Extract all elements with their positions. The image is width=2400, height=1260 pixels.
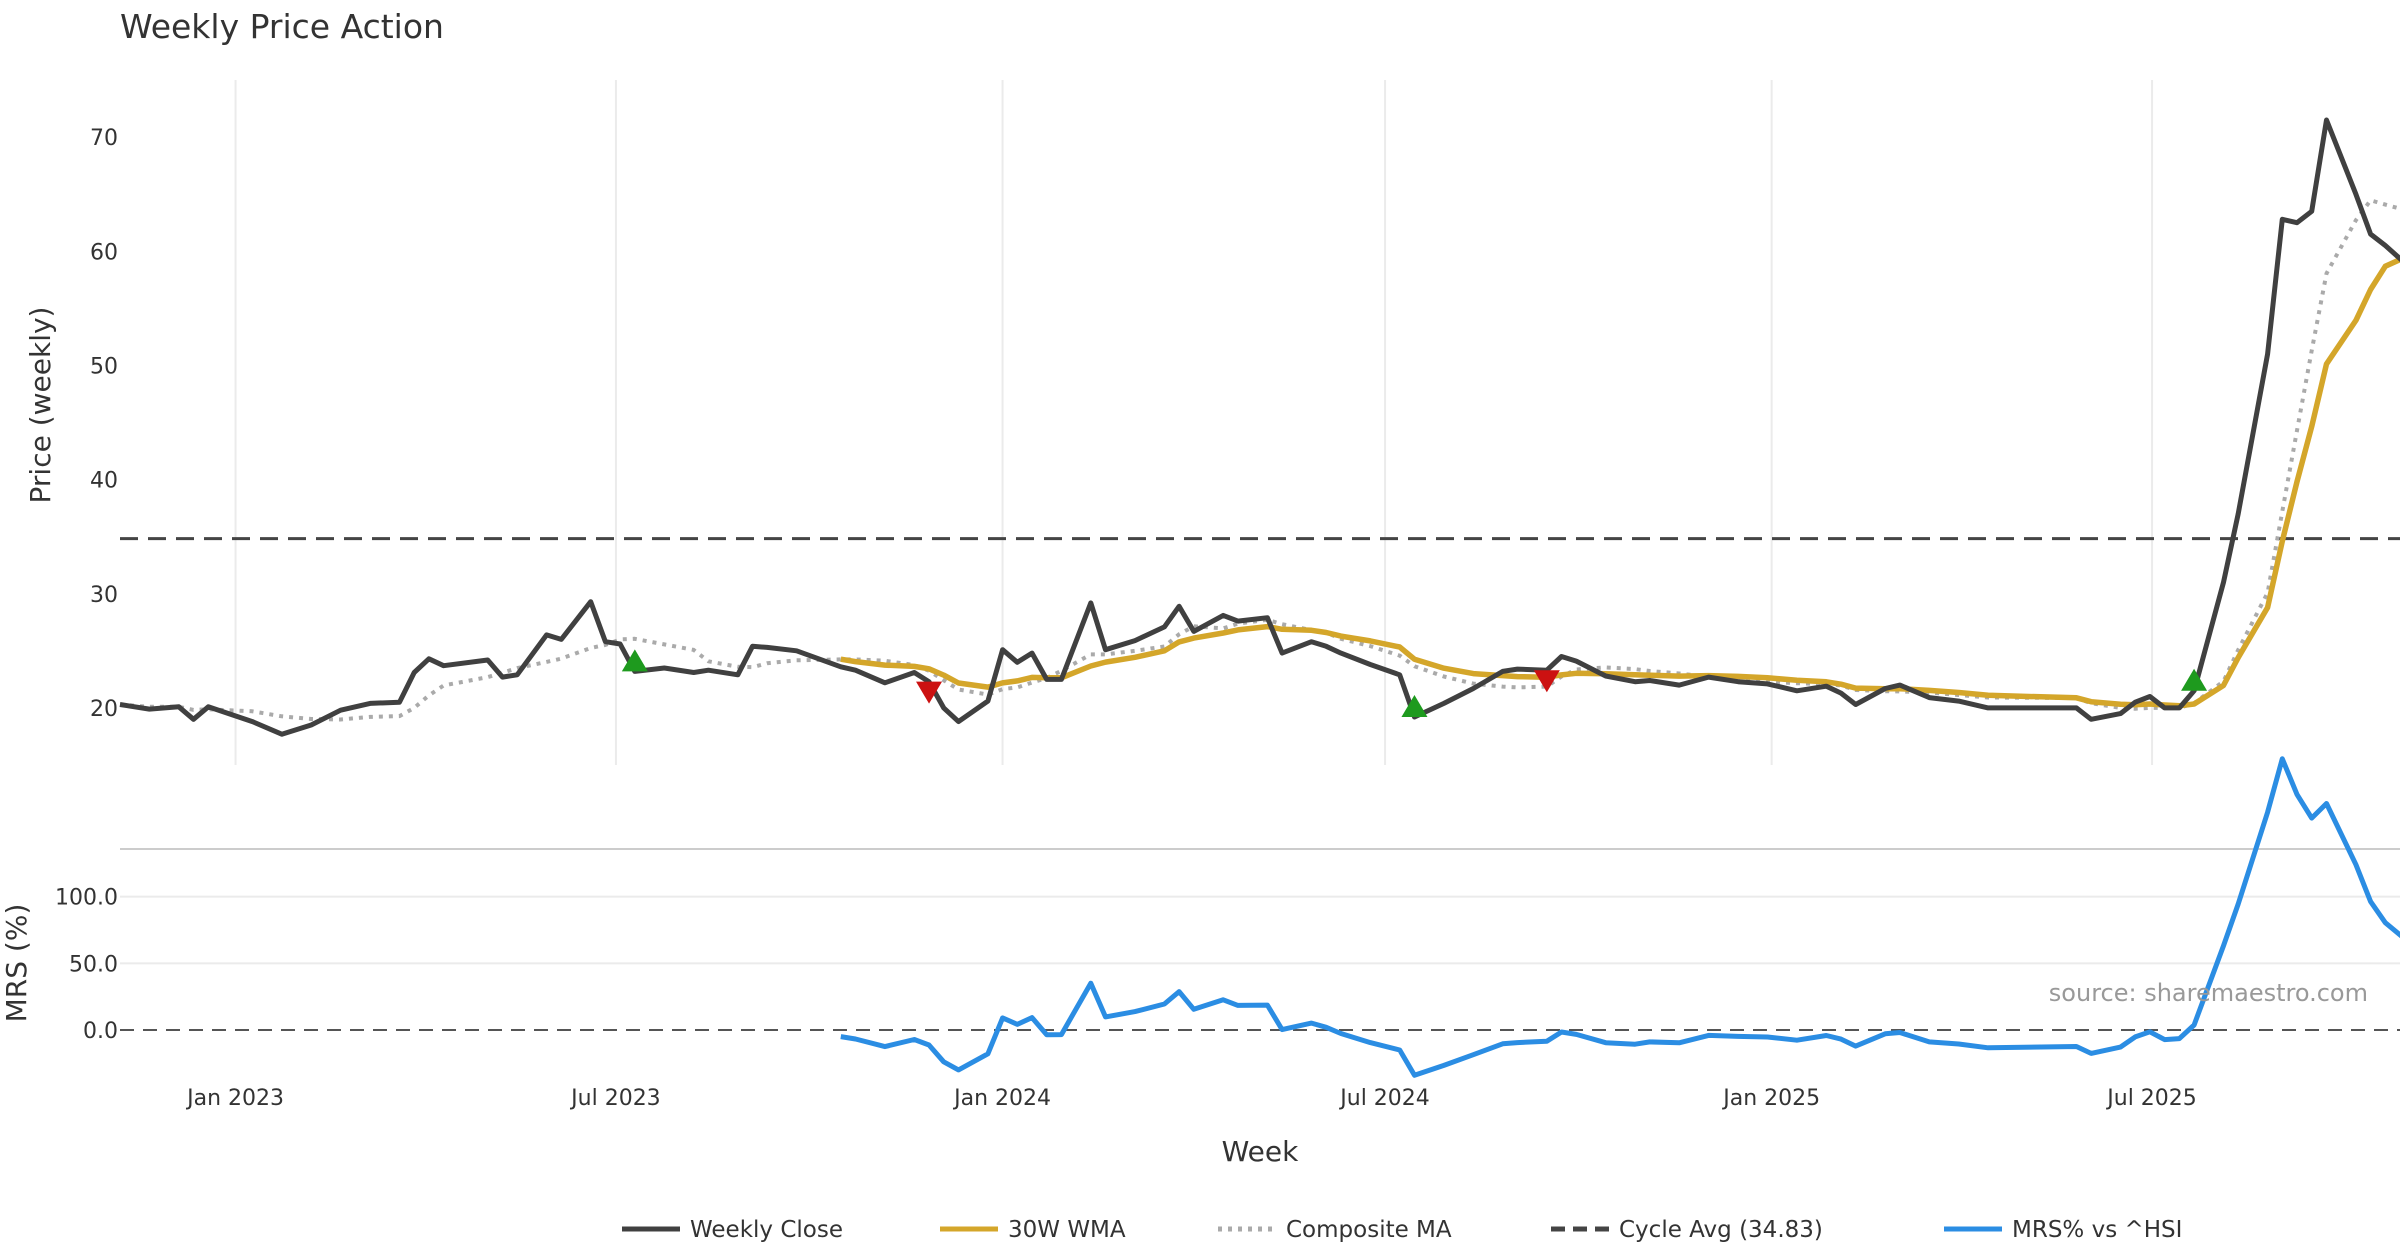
x-tick-label: Jul 2025 xyxy=(2105,1086,2197,1111)
source-note: source: sharemaestro.com xyxy=(2049,979,2368,1007)
weekly-close-line xyxy=(119,117,2400,737)
x-tick-label: Jan 2023 xyxy=(185,1086,284,1111)
price-y-tick-label: 50 xyxy=(90,354,118,379)
mrs-line xyxy=(840,756,2400,1078)
price-y-tick-label: 20 xyxy=(90,697,118,722)
x-tick-label: Jul 2023 xyxy=(569,1086,661,1111)
x-tick-label: Jan 2024 xyxy=(952,1086,1051,1111)
legend-label: Weekly Close xyxy=(690,1217,843,1243)
sell-signal-marker xyxy=(1533,670,1560,693)
signal-markers xyxy=(621,649,2208,718)
x-tick-label: Jul 2024 xyxy=(1338,1086,1430,1111)
price-y-tick-label: 40 xyxy=(90,469,118,494)
legend-label: 30W WMA xyxy=(1008,1217,1126,1243)
price-axis-title: Price (weekly) xyxy=(24,307,57,504)
buy-signal-marker xyxy=(2181,668,2208,691)
wma-30w-line xyxy=(840,256,2400,709)
legend: Weekly Close 30W WMA Composite MA Cycle Avg… xyxy=(622,1217,2182,1243)
legend-label: Composite MA xyxy=(1286,1217,1452,1243)
sell-signal-marker xyxy=(916,681,943,704)
buy-signal-marker xyxy=(621,649,648,672)
chart-title: Weekly Price Action xyxy=(120,7,444,46)
mrs-y-tick-label: 50.0 xyxy=(69,952,118,977)
price-y-tick-label: 60 xyxy=(90,240,118,265)
mrs-y-tick-label: 0.0 xyxy=(83,1019,118,1044)
composite-ma-line xyxy=(119,198,2400,722)
mrs-y-tick-label: 100.0 xyxy=(55,886,118,911)
axis-ticks: Jan 2023 Jul 2023 Jan 2024 Jul 2024 Jan 2025… xyxy=(55,126,2197,1111)
mrs-axis-title: MRS (%) xyxy=(0,904,33,1023)
x-axis-title: Week xyxy=(1222,1135,1299,1168)
price-y-tick-label: 70 xyxy=(90,126,118,151)
x-tick-label: Jan 2025 xyxy=(1721,1086,1820,1111)
price-y-tick-label: 30 xyxy=(90,583,118,608)
legend-label: MRS% vs ^HSI xyxy=(2012,1217,2182,1243)
grid xyxy=(120,80,2400,965)
buy-signal-marker xyxy=(1401,695,1428,718)
legend-label: Cycle Avg (34.83) xyxy=(1619,1217,1823,1243)
